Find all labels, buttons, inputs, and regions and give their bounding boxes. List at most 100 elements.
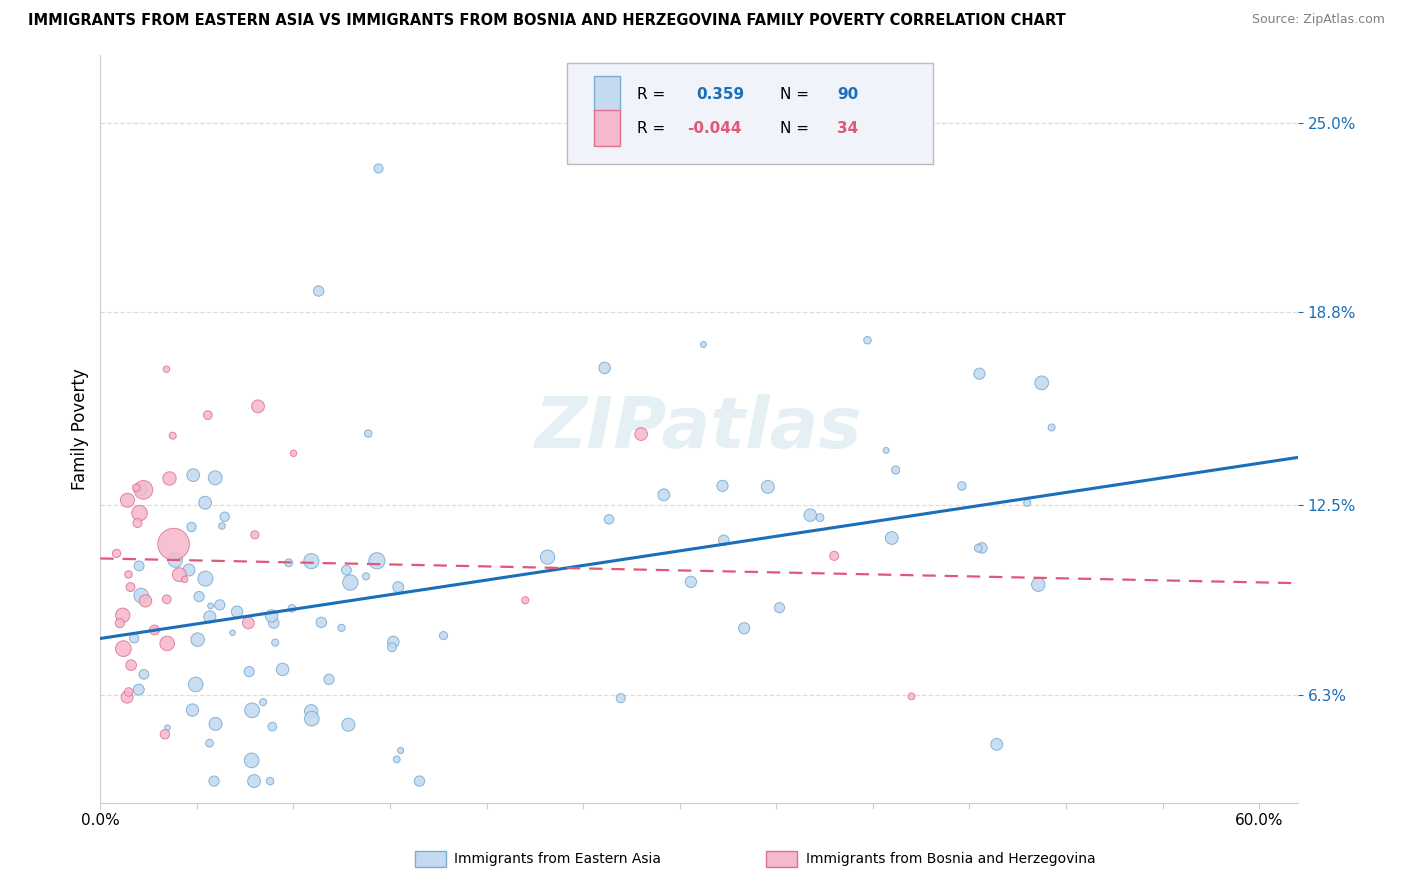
Point (385, 752, 408, 766)
Point (1026, 577, 1049, 591)
Point (264, 635, 287, 649)
Text: 0.359: 0.359 (696, 87, 745, 102)
Point (173, 572, 195, 586)
Point (679, 574, 702, 589)
Point (243, 528, 266, 542)
Point (283, 446, 305, 460)
Point (337, 717, 360, 731)
Point (986, 737, 1008, 751)
Point (153, 727, 176, 741)
Point (128, 682, 150, 697)
Point (330, 621, 353, 635)
Point (132, 483, 155, 497)
Point (226, 605, 249, 619)
Point (367, 161, 389, 176)
Point (263, 615, 285, 630)
Point (536, 550, 558, 565)
Text: N =: N = (780, 87, 810, 102)
Point (197, 408, 219, 422)
Point (301, 712, 323, 726)
Point (184, 677, 207, 691)
Point (652, 488, 675, 502)
Point (880, 531, 903, 545)
Point (823, 549, 845, 563)
Point (132, 667, 155, 681)
Point (711, 479, 734, 493)
Point (105, 546, 128, 560)
Point (799, 508, 821, 522)
Point (117, 567, 139, 582)
Point (432, 629, 454, 643)
Point (1017, 496, 1039, 510)
Point (875, 443, 897, 458)
Point (277, 556, 299, 570)
Point (247, 400, 270, 414)
Point (381, 640, 404, 655)
Text: Immigrants from Bosnia and Herzegovina: Immigrants from Bosnia and Herzegovina (806, 852, 1095, 866)
Text: -0.044: -0.044 (688, 121, 741, 136)
Point (299, 554, 322, 568)
Point (194, 496, 217, 510)
Point (950, 479, 973, 493)
Point (165, 553, 187, 567)
Point (181, 468, 204, 483)
Point (238, 665, 260, 679)
Point (252, 695, 274, 709)
Point (221, 625, 243, 640)
Point (194, 572, 217, 586)
FancyBboxPatch shape (593, 111, 620, 146)
Point (143, 623, 166, 637)
Point (145, 623, 167, 637)
Point (630, 427, 652, 442)
Point (128, 506, 150, 520)
Point (768, 600, 790, 615)
Point (108, 616, 131, 631)
Text: R =: R = (637, 87, 665, 102)
Point (112, 641, 135, 656)
Point (129, 589, 152, 603)
Text: R =: R = (637, 121, 665, 136)
Point (202, 774, 225, 789)
Point (308, 284, 330, 298)
Point (692, 337, 714, 351)
Point (238, 615, 260, 630)
Text: Immigrants from Eastern Asia: Immigrants from Eastern Asia (454, 852, 661, 866)
Point (118, 685, 141, 699)
Point (969, 367, 991, 381)
Text: 90: 90 (837, 87, 858, 102)
Text: IMMIGRANTS FROM EASTERN ASIA VS IMMIGRANTS FROM BOSNIA AND HERZEGOVINA FAMILY PO: IMMIGRANTS FROM EASTERN ASIA VS IMMIGRAN… (28, 13, 1066, 29)
Point (339, 575, 361, 590)
Point (610, 691, 633, 706)
Point (120, 658, 142, 673)
Point (128, 558, 150, 573)
Point (335, 563, 357, 577)
Point (243, 774, 266, 789)
Point (180, 520, 202, 534)
Point (122, 631, 145, 645)
Point (408, 774, 430, 789)
Point (967, 541, 990, 556)
Point (156, 592, 179, 607)
Point (162, 537, 184, 551)
Point (900, 690, 922, 704)
Point (214, 509, 236, 524)
Point (127, 516, 149, 530)
Point (593, 360, 616, 375)
Point (169, 567, 191, 582)
Point (208, 598, 231, 612)
Point (125, 481, 148, 495)
Point (756, 480, 779, 494)
Point (382, 635, 405, 649)
Point (884, 463, 907, 477)
Point (155, 362, 177, 376)
Point (262, 720, 284, 734)
Point (198, 736, 221, 750)
Point (211, 519, 233, 533)
Point (200, 599, 222, 613)
Point (156, 721, 179, 735)
Point (515, 593, 537, 607)
Point (970, 541, 993, 555)
Y-axis label: Family Poverty: Family Poverty (72, 368, 89, 490)
Point (299, 704, 322, 718)
Text: ZIPatlas: ZIPatlas (536, 394, 863, 463)
